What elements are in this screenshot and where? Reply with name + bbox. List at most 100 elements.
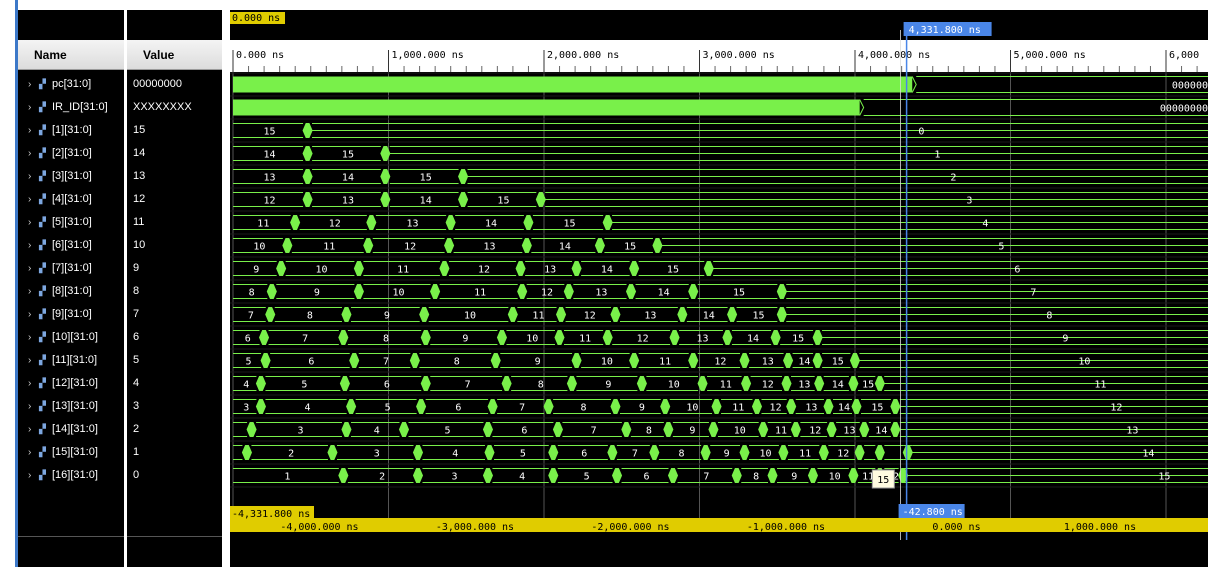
bus-value: 8	[753, 472, 759, 483]
bus-value: 5	[520, 449, 526, 460]
bus-transition	[669, 330, 680, 345]
bus-value: 10	[734, 426, 746, 437]
bus-value: 6	[644, 472, 650, 483]
signal-name: [4][31:0]	[52, 193, 92, 205]
bus-transition	[636, 376, 647, 391]
signal-name: [8][31:0]	[52, 285, 92, 297]
signal-row[interactable]: › ▞ [10][31:0]	[18, 326, 98, 349]
signal-row[interactable]: › ▞ [4][31:0]	[18, 188, 92, 211]
cursor-time-badge	[903, 22, 992, 36]
expand-chevron-icon[interactable]: ›	[28, 355, 32, 366]
bus-value: 13	[264, 173, 276, 184]
bus-transition	[781, 376, 792, 391]
relative-time-label: 1,000.000 ns	[1064, 522, 1136, 533]
expand-chevron-icon[interactable]: ›	[28, 102, 32, 113]
bus-value: 5	[584, 472, 590, 483]
bus-transition	[265, 307, 276, 322]
waveform-canvas[interactable]: 0.000 ns 1,000.000 ns 2,000.000 ns 3,000.00…	[230, 10, 1216, 567]
expand-chevron-icon[interactable]: ›	[28, 447, 32, 458]
signal-value: 7	[133, 308, 140, 320]
expand-chevron-icon[interactable]: ›	[28, 171, 32, 182]
expand-chevron-icon[interactable]: ›	[28, 424, 32, 435]
signal-row[interactable]: › ▞ [2][31:0]	[18, 142, 92, 165]
bus-transition	[625, 284, 637, 299]
value-column-header[interactable]: Value	[127, 40, 222, 70]
bus-value: 9	[253, 265, 259, 276]
bus-transition	[621, 422, 632, 437]
ruler-label: 3,000.000 ns	[703, 50, 775, 61]
signal-row[interactable]: › ▞ [1][31:0]	[18, 119, 92, 142]
bus-transition	[412, 445, 424, 460]
signal-row[interactable]: › ▞ [8][31:0]	[18, 280, 92, 303]
delta-right-label: -42.800 ns	[903, 507, 963, 518]
expand-chevron-icon[interactable]: ›	[28, 217, 32, 228]
expand-chevron-icon[interactable]: ›	[28, 194, 32, 205]
bus-value: 11	[775, 426, 787, 437]
expand-chevron-icon[interactable]: ›	[28, 378, 32, 389]
expand-chevron-icon[interactable]: ›	[28, 470, 32, 481]
expand-chevron-icon[interactable]: ›	[28, 79, 32, 90]
signal-final-value: 4	[982, 219, 988, 230]
bus-transition	[688, 284, 699, 299]
bus-transition	[652, 238, 663, 253]
signal-value: 6	[133, 331, 140, 343]
bus-transition	[241, 445, 252, 460]
expand-chevron-icon[interactable]: ›	[28, 401, 32, 412]
bus-transition	[874, 376, 885, 391]
bus-value: 12	[714, 357, 726, 368]
signal-row[interactable]: › ▞ IR_ID[31:0]	[18, 96, 108, 119]
bus-value: 13	[762, 357, 774, 368]
bus-transition	[341, 307, 352, 322]
signal-row[interactable]: › ▞ [16][31:0]	[18, 464, 98, 487]
signal-final-value: 1	[934, 150, 940, 161]
expand-chevron-icon[interactable]: ›	[28, 263, 32, 274]
ruler-label: 6,000	[1169, 50, 1199, 61]
bus-transition	[458, 192, 469, 207]
bus-value: 3	[298, 426, 304, 437]
bus-transition	[812, 353, 823, 368]
bus-transition	[554, 330, 565, 345]
expand-chevron-icon[interactable]: ›	[28, 125, 32, 136]
signal-row[interactable]: › ▞ [6][31:0]	[18, 234, 92, 257]
signal-row[interactable]: › ▞ [7][31:0]	[18, 257, 92, 280]
signal-row[interactable]: › ▞ [9][31:0]	[18, 303, 92, 326]
bus-value: 12	[329, 219, 341, 230]
bus-transition	[700, 445, 711, 460]
bus-value: 8	[581, 403, 587, 414]
expand-chevron-icon[interactable]: ›	[28, 286, 32, 297]
signal-final-value: 0	[918, 127, 924, 138]
bus-value: 13	[696, 334, 708, 345]
signal-row[interactable]: › ▞ [14][31:0]	[18, 418, 98, 441]
relative-label-bg	[904, 520, 985, 532]
bus-transition	[741, 376, 752, 391]
delta-left-label: -4,331.800 ns	[232, 509, 310, 520]
expand-chevron-icon[interactable]: ›	[28, 332, 32, 343]
signal-row[interactable]: › ▞ [3][31:0]	[18, 165, 92, 188]
relative-time-label: -3,000.000 ns	[436, 522, 514, 533]
time-origin-label: 0.000 ns	[232, 13, 280, 24]
bus-transition	[445, 215, 456, 230]
bus-transition	[552, 422, 563, 437]
signal-row[interactable]: › ▞ pc[31:0]	[18, 73, 91, 96]
signal-row[interactable]: › ▞ [5][31:0]	[18, 211, 92, 234]
bus-value: 10	[253, 242, 265, 253]
expand-chevron-icon[interactable]: ›	[28, 240, 32, 251]
signal-row[interactable]: › ▞ [15][31:0]	[18, 441, 98, 464]
bus-transition	[688, 353, 699, 368]
expand-chevron-icon[interactable]: ›	[28, 148, 32, 159]
bus-transition	[786, 399, 797, 414]
bus-transition	[607, 445, 618, 460]
names-footer-divider	[18, 536, 124, 537]
bus-transition	[302, 123, 313, 138]
signal-name: [15][31:0]	[52, 446, 98, 458]
signal-row[interactable]: › ▞ [11][31:0]	[18, 349, 97, 372]
signal-row[interactable]: › ▞ [12][31:0]	[18, 372, 98, 395]
expand-chevron-icon[interactable]: ›	[28, 309, 32, 320]
bus-value: 12	[762, 380, 774, 391]
bus-value: 4	[243, 380, 249, 391]
signal-row[interactable]: › ▞ [13][31:0]	[18, 395, 98, 418]
bus-value: 2	[288, 449, 294, 460]
relative-time-label: -4,000.000 ns	[280, 522, 358, 533]
name-column-header[interactable]: Name	[18, 40, 124, 70]
waveform-panel[interactable]: 0.000 ns 1,000.000 ns 2,000.000 ns 3,000.00…	[230, 10, 1216, 567]
